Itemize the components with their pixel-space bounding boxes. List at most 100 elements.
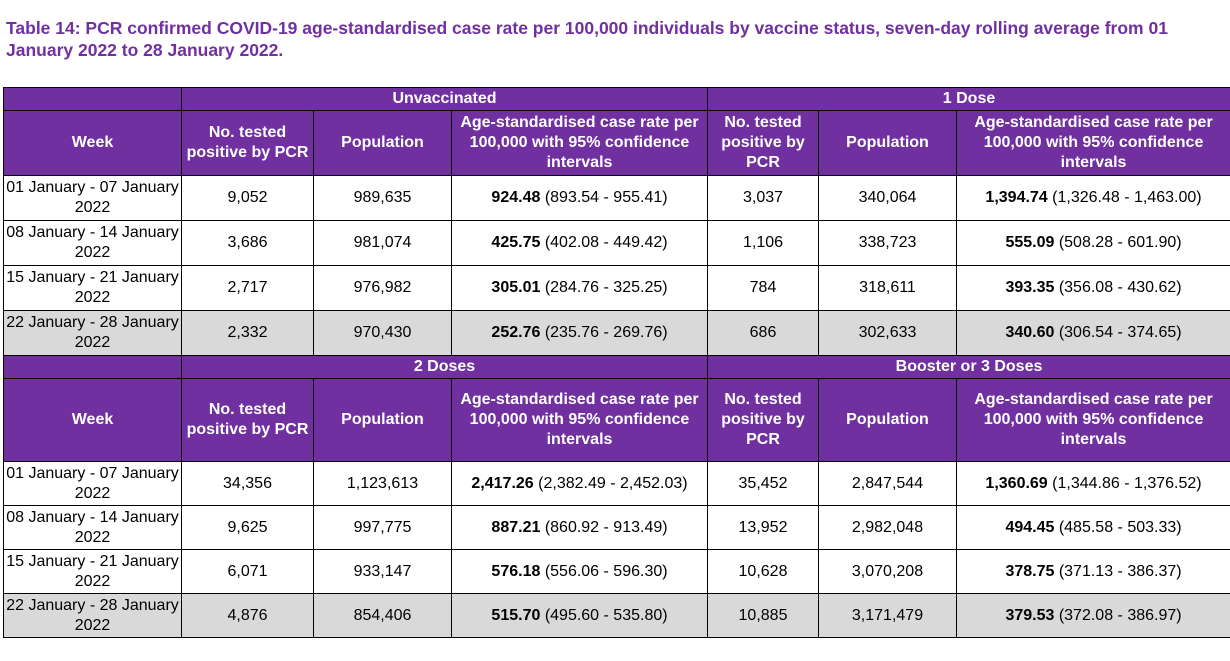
rate-cell: 252.76 (235.76 - 269.76) [451,310,708,356]
group-header: 1 Dose [706,87,1230,111]
table-row: 08 January - 14 January 2022 9,625 997,775… [3,505,1230,550]
table-row: 22 January - 28 January 2022 2,332 970,430… [3,310,1230,356]
rate-value: 1,394.74 [985,189,1048,206]
confidence-interval: (235.76 - 269.76) [544,324,668,341]
column-header-tested: No. tested positive by PCR [181,378,314,462]
rate-value: 425.75 [491,234,541,251]
tested-cell: 13,952 [707,505,819,550]
rate-value: 379.53 [1005,606,1055,624]
confidence-interval: (893.54 - 955.41) [544,189,668,206]
rate-value: 2,417.26 [471,474,534,492]
confidence-interval: (1,326.48 - 1,463.00) [1052,189,1202,206]
population-cell: 1,123,613 [313,461,452,506]
column-header-tested: No. tested positive by PCR [707,110,819,176]
group-header-blank [3,87,182,111]
rate-cell: 887.21 (860.92 - 913.49) [451,505,708,550]
column-header-rate: Age-standardised case rate per 100,000 w… [955,110,1230,176]
tested-cell: 6,071 [181,549,314,594]
week-cell: 15 January - 21 January 2022 [3,549,182,594]
group-header-blank [3,355,182,379]
rate-value: 393.35 [1005,279,1055,296]
table-row: 15 January - 21 January 2022 6,071 933,147… [3,549,1230,594]
rate-cell: 2,417.26 (2,382.49 - 2,452.03) [451,461,708,506]
population-cell: 302,633 [818,310,957,356]
tested-cell: 3,037 [707,175,819,221]
rate-value: 340.60 [1005,324,1055,341]
rate-cell: 425.75 (402.08 - 449.42) [451,220,708,266]
column-header-row: Week No. tested positive by PCR Population… [3,110,1230,176]
column-header-tested: No. tested positive by PCR [181,110,314,176]
group-header: Unvaccinated [181,87,708,111]
confidence-interval: (371.13 - 386.37) [1058,562,1182,580]
population-cell: 981,074 [313,220,452,266]
tested-cell: 2,717 [181,265,314,311]
population-cell: 2,847,544 [818,461,957,506]
column-header-rate: Age-standardised case rate per 100,000 w… [451,110,708,176]
tested-cell: 3,686 [181,220,314,266]
population-cell: 989,635 [313,175,452,221]
population-cell: 340,064 [818,175,957,221]
rate-cell: 1,360.69 (1,344.86 - 1,376.52) [955,461,1230,506]
column-header-tested: No. tested positive by PCR [707,378,819,462]
confidence-interval: (508.28 - 601.90) [1058,234,1182,251]
population-cell: 3,070,208 [818,549,957,594]
group-header-row: 2 Doses Booster or 3 Doses [3,355,1230,379]
group-header: Booster or 3 Doses [706,355,1230,379]
column-header-week: Week [3,110,182,176]
tested-cell: 686 [707,310,819,356]
rate-value: 305.01 [491,279,541,296]
confidence-interval: (2,382.49 - 2,452.03) [538,474,688,492]
tested-cell: 10,628 [707,549,819,594]
tested-cell: 10,885 [707,593,819,638]
column-header-row: Week No. tested positive by PCR Population… [3,378,1230,462]
confidence-interval: (284.76 - 325.25) [544,279,668,296]
population-cell: 2,982,048 [818,505,957,550]
population-cell: 338,723 [818,220,957,266]
confidence-interval: (306.54 - 374.65) [1058,324,1182,341]
confidence-interval: (485.58 - 503.33) [1058,518,1182,536]
column-header-rate: Age-standardised case rate per 100,000 w… [955,378,1230,462]
rate-cell: 379.53 (372.08 - 386.97) [955,593,1230,638]
population-cell: 318,611 [818,265,957,311]
week-cell: 22 January - 28 January 2022 [3,593,182,638]
rate-cell: 924.48 (893.54 - 955.41) [451,175,708,221]
population-cell: 997,775 [313,505,452,550]
tested-cell: 2,332 [181,310,314,356]
confidence-interval: (495.60 - 535.80) [544,606,668,624]
rate-value: 555.09 [1005,234,1055,251]
week-cell: 01 January - 07 January 2022 [3,461,182,506]
rate-cell: 305.01 (284.76 - 325.25) [451,265,708,311]
table-row: 08 January - 14 January 2022 3,686 981,074… [3,220,1230,266]
tested-cell: 784 [707,265,819,311]
confidence-interval: (860.92 - 913.49) [544,518,668,536]
table-row: 15 January - 21 January 2022 2,717 976,982… [3,265,1230,311]
confidence-interval: (372.08 - 386.97) [1058,606,1182,624]
rate-value: 924.48 [491,189,541,206]
population-cell: 933,147 [313,549,452,594]
rate-value: 494.45 [1005,518,1055,536]
tested-cell: 34,356 [181,461,314,506]
tested-cell: 35,452 [707,461,819,506]
tested-cell: 9,625 [181,505,314,550]
rate-cell: 555.09 (508.28 - 601.90) [955,220,1230,266]
column-header-week: Week [3,378,182,462]
rate-cell: 515.70 (495.60 - 535.80) [451,593,708,638]
table-row: 01 January - 07 January 2022 9,052 989,635… [3,175,1230,221]
table-title: Table 14: PCR confirmed COVID-19 age-sta… [6,18,1168,60]
week-cell: 01 January - 07 January 2022 [3,175,182,221]
population-cell: 976,982 [313,265,452,311]
table-row: 01 January - 07 January 2022 34,356 1,123,… [3,461,1230,506]
tested-cell: 1,106 [707,220,819,266]
confidence-interval: (356.08 - 430.62) [1058,279,1182,296]
rate-cell: 494.45 (485.58 - 503.33) [955,505,1230,550]
population-cell: 3,171,479 [818,593,957,638]
confidence-interval: (1,344.86 - 1,376.52) [1052,474,1202,492]
rate-value: 1,360.69 [985,474,1048,492]
week-cell: 15 January - 21 January 2022 [3,265,182,311]
rate-cell: 393.35 (356.08 - 430.62) [955,265,1230,311]
rate-value: 887.21 [491,518,541,536]
rate-value: 515.70 [491,606,541,624]
rate-value: 252.76 [491,324,541,341]
column-header-population: Population [818,110,957,176]
week-cell: 22 January - 28 January 2022 [3,310,182,356]
